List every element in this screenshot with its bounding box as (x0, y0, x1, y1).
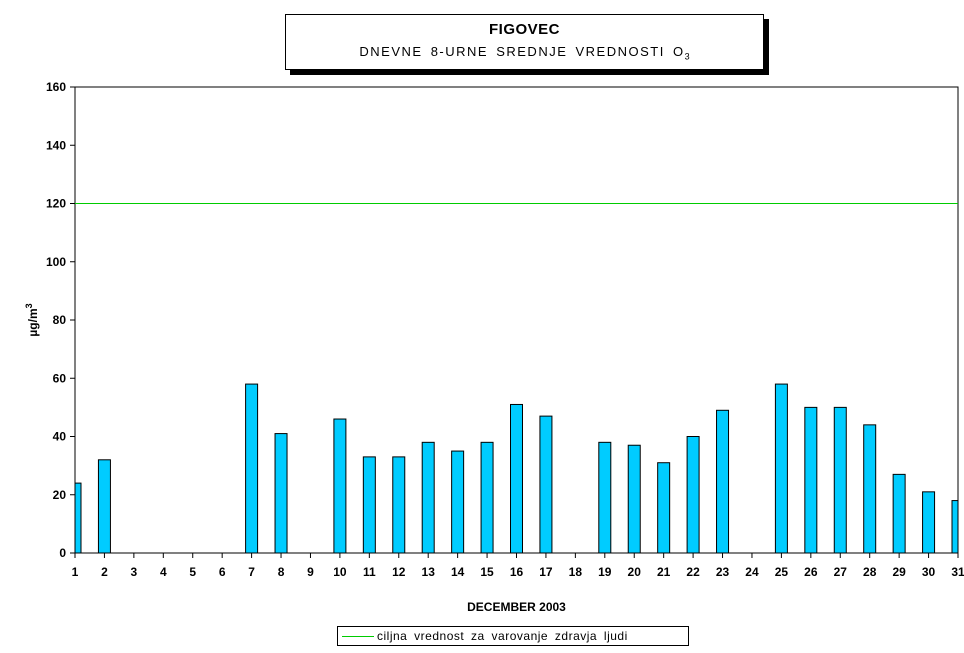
bar-day-31 (951, 500, 959, 554)
y-tick-label: 120 (46, 197, 66, 211)
legend-swatch (342, 636, 374, 638)
x-tick-label: 22 (686, 565, 700, 579)
y-tick-label: 20 (53, 488, 67, 502)
bar-day-13 (421, 441, 435, 554)
bar-day-27 (833, 406, 847, 554)
x-tick-label: 29 (892, 565, 906, 579)
x-tick-label: 12 (392, 565, 406, 579)
y-tick-label: 160 (46, 80, 66, 94)
x-tick-label: 7 (248, 565, 255, 579)
chart-title-box: FIGOVEC DNEVNE 8-URNE SREDNJE VREDNOSTI … (285, 14, 764, 70)
bar-day-21 (657, 462, 671, 554)
bar-day-15 (480, 441, 494, 554)
x-tick-label: 20 (628, 565, 642, 579)
x-tick-label: 21 (657, 565, 671, 579)
y-tick-label: 80 (53, 313, 67, 327)
chart-title: FIGOVEC (488, 21, 560, 38)
y-tick-label: 100 (46, 255, 66, 269)
x-tick-label: 26 (804, 565, 818, 579)
bar-day-17 (539, 415, 553, 554)
x-tick-label: 6 (219, 565, 226, 579)
x-tick-label: 18 (569, 565, 583, 579)
y-tick-label: 40 (53, 430, 67, 444)
x-tick-label: 27 (834, 565, 848, 579)
x-tick-label: 30 (922, 565, 936, 579)
x-tick-label: 13 (422, 565, 436, 579)
y-tick-label: 140 (46, 138, 66, 152)
bar-day-14 (451, 450, 465, 554)
bar-day-19 (598, 441, 612, 554)
x-tick-label: 31 (951, 565, 964, 579)
y-tick-label: 60 (53, 371, 67, 385)
x-tick-label: 25 (775, 565, 789, 579)
bar-day-12 (392, 456, 406, 554)
bar-day-11 (362, 456, 376, 554)
x-tick-label: 23 (716, 565, 730, 579)
bar-day-23 (716, 409, 730, 554)
legend-label: ciljna vrednost za varovanje zdravja lju… (377, 629, 628, 643)
x-tick-label: 19 (598, 565, 612, 579)
x-axis-title: DECEMBER 2003 (467, 600, 566, 614)
x-tick-label: 15 (480, 565, 494, 579)
legend: ciljna vrednost za varovanje zdravja lju… (337, 626, 689, 646)
x-tick-label: 14 (451, 565, 465, 579)
bar-day-29 (892, 473, 906, 554)
bar-day-10 (333, 418, 347, 554)
x-tick-label: 8 (278, 565, 285, 579)
chart-subtitle-text: DNEVNE 8-URNE SREDNJE VREDNOSTI O (359, 44, 685, 59)
bar-day-26 (804, 406, 818, 554)
bar-day-30 (922, 491, 936, 554)
y-tick-label: 0 (59, 546, 66, 560)
x-tick-label: 1 (72, 565, 79, 579)
x-tick-label: 16 (510, 565, 524, 579)
bar-day-2 (97, 459, 111, 554)
bar-day-8 (274, 433, 288, 554)
chart-subtitle: DNEVNE 8-URNE SREDNJE VREDNOSTI O3 (286, 44, 763, 62)
x-tick-label: 3 (131, 565, 138, 579)
y-axis-title: µg/m3 (24, 303, 40, 336)
x-tick-label: 9 (307, 565, 314, 579)
bar-day-7 (245, 383, 259, 554)
bar-day-20 (627, 444, 641, 554)
x-tick-label: 17 (539, 565, 553, 579)
bar-day-16 (510, 403, 523, 554)
bar-day-22 (686, 436, 700, 554)
bar-day-28 (863, 424, 877, 554)
x-tick-label: 4 (160, 565, 167, 579)
bar-day-1 (74, 482, 82, 554)
x-tick-label: 5 (189, 565, 196, 579)
x-tick-label: 10 (333, 565, 347, 579)
chart-subtitle-subscript: 3 (684, 51, 690, 62)
x-tick-label: 24 (745, 565, 759, 579)
x-tick-label: 28 (863, 565, 877, 579)
x-tick-label: 11 (363, 565, 376, 579)
x-tick-label: 2 (101, 565, 108, 579)
bar-day-25 (774, 383, 788, 554)
